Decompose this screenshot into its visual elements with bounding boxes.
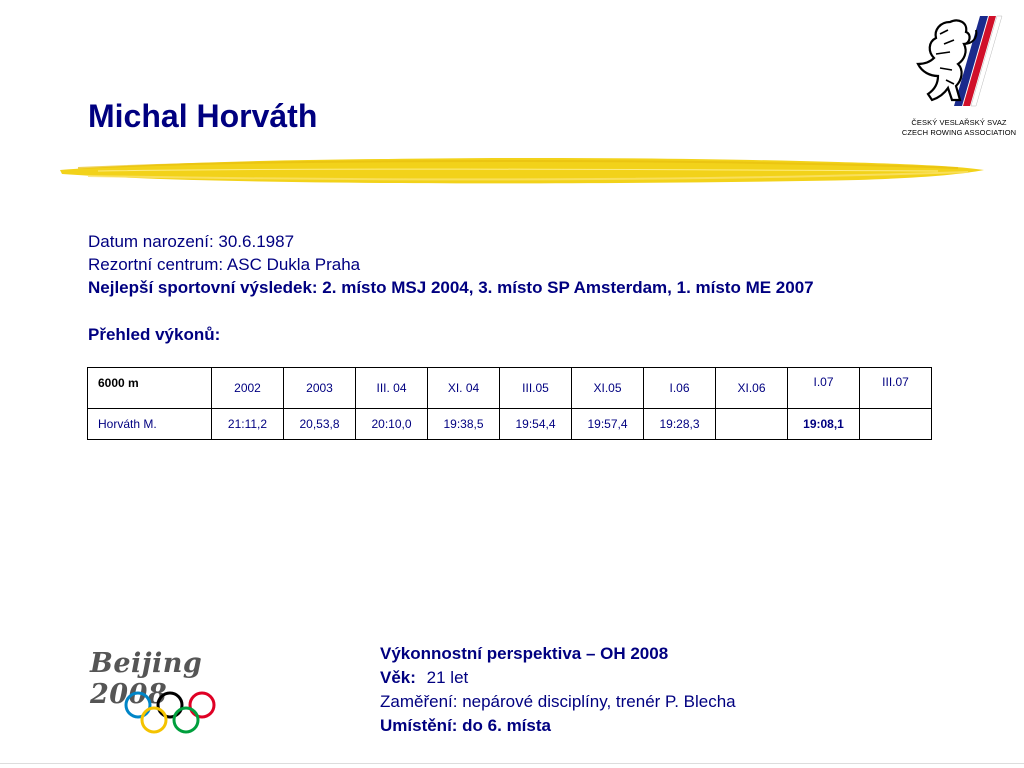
table-cell: 19:28,3 <box>643 408 716 440</box>
birth-date: Datum narození: 30.6.1987 <box>88 232 295 251</box>
table-cell <box>859 408 932 440</box>
focus-line: Zaměření: nepárové disciplíny, trenér P.… <box>380 692 736 711</box>
table-header-cell: I.06 <box>643 367 716 409</box>
table-header-cell: III.05 <box>499 367 572 409</box>
best-result: Nejlepší sportovní výsledek: 2. místo MS… <box>88 278 814 297</box>
logo-caption-czech: ČESKÝ VESLAŘSKÝ SVAZ <box>911 118 1007 127</box>
table-cell: 20:10,0 <box>355 408 428 440</box>
beijing-2008-logo: Beijing 2008 <box>88 648 258 748</box>
decorative-brush-stroke <box>60 158 984 184</box>
table-cell: 19:08,1 <box>787 408 860 440</box>
table-header-cell: 6000 m <box>87 367 212 409</box>
performance-table: 6000 m 2002 2003 III. 04 XI. 04 III.05 X… <box>87 367 932 440</box>
olympic-rings-icon <box>124 691 216 734</box>
table-cell: 20,53,8 <box>283 408 356 440</box>
table-header-cell: III. 04 <box>355 367 428 409</box>
lion-emblem-icon <box>916 15 1003 107</box>
czech-rowing-association-logo: ČESKÝ VESLAŘSKÝ SVAZ CZECH ROWING ASSOCI… <box>898 14 1020 140</box>
performance-perspective: Výkonnostní perspektiva – OH 2008 Věk: 2… <box>380 642 736 738</box>
table-header-cell: XI.05 <box>571 367 644 409</box>
table-header-cell: I.07 <box>787 367 860 409</box>
perspective-title: Výkonnostní perspektiva – OH 2008 <box>380 644 669 663</box>
table-cell: 21:11,2 <box>211 408 284 440</box>
age-label: Věk: <box>380 668 416 687</box>
table-header-cell: XI. 04 <box>427 367 500 409</box>
table-header-cell: 2002 <box>211 367 284 409</box>
performance-overview-heading: Přehled výkonů: <box>88 325 221 344</box>
page-title: Michal Horváth <box>88 98 318 134</box>
table-cell: 19:38,5 <box>427 408 500 440</box>
placement-line: Umístění: do 6. místa <box>380 716 551 735</box>
table-cell: Horváth M. <box>87 408 212 440</box>
table-header-row: 6000 m 2002 2003 III. 04 XI. 04 III.05 X… <box>87 367 932 409</box>
table-cell: 19:57,4 <box>571 408 644 440</box>
training-center: Rezortní centrum: ASC Dukla Praha <box>88 255 361 274</box>
beijing-2008-text: Beijing 2008 <box>90 648 203 710</box>
table-cell <box>715 408 788 440</box>
table-cell: 19:54,4 <box>499 408 572 440</box>
bottom-divider <box>0 763 1024 764</box>
age-line: Věk: 21 let <box>380 666 736 690</box>
logo-caption-english: CZECH ROWING ASSOCIATION <box>901 128 1017 137</box>
athlete-info: Datum narození: 30.6.1987 Rezortní centr… <box>88 230 814 299</box>
table-header-cell: 2003 <box>283 367 356 409</box>
table-header-cell: III.07 <box>859 367 932 409</box>
age-value: 21 let <box>426 668 469 687</box>
table-row: Horváth M. 21:11,2 20,53,8 20:10,0 19:38… <box>87 408 932 440</box>
table-header-cell: XI.06 <box>715 367 788 409</box>
